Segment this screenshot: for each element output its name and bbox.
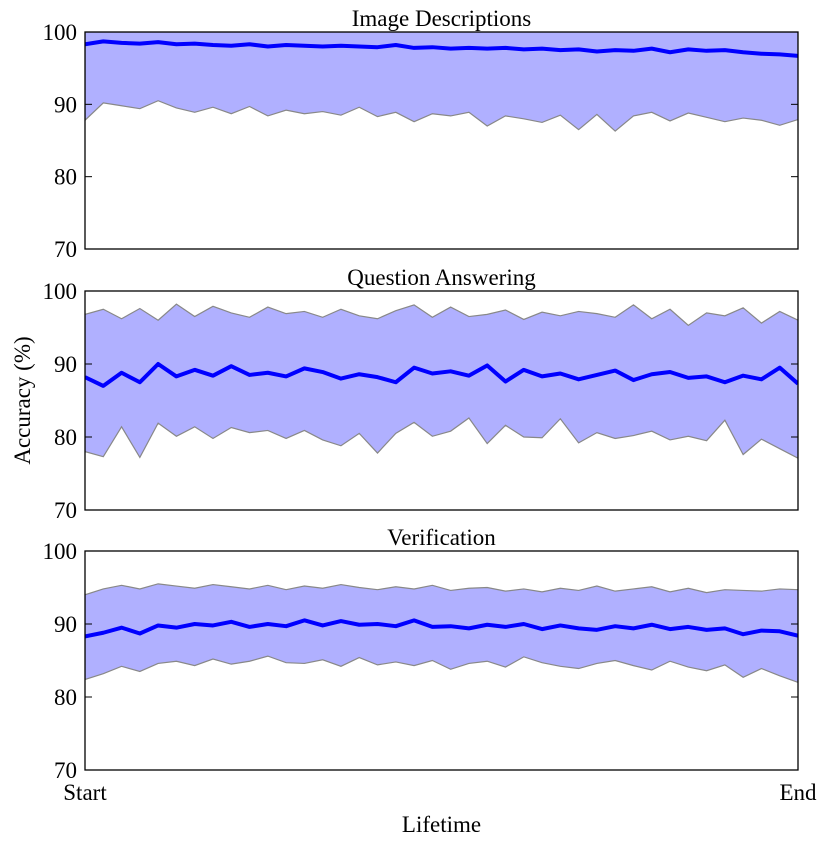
x-axis-label: Lifetime [402,812,481,837]
line [85,362,798,388]
axes-frame [84,31,799,250]
band [85,583,798,684]
line [85,39,798,58]
y-tick-label: 80 [54,685,77,710]
y-tick-label: 90 [54,612,77,637]
chart-title: Question Answering [347,265,536,290]
y-tick-label: 90 [54,92,77,117]
y-tick-label: 100 [43,279,78,304]
plot [85,303,798,459]
y-tick-label: 100 [43,539,78,564]
chart-title: Image Descriptions [352,6,532,31]
axes-frame [84,290,799,511]
y-tick-label: 70 [54,758,77,783]
band [85,303,798,459]
plot [85,32,798,132]
y-tick-label: 90 [54,352,77,377]
y-tick-label: 80 [54,165,77,190]
y-tick-label: 70 [54,498,77,523]
plot [85,583,798,684]
chart-title: Verification [387,525,496,550]
y-tick-label: 100 [43,20,78,45]
x-tick-label: Start [63,780,107,805]
axes-frame [84,550,799,771]
x-tick-label: End [779,780,817,805]
line [85,618,798,639]
y-axis-label: Accuracy (%) [10,336,35,464]
band [85,32,798,132]
y-tick-label: 80 [54,425,77,450]
y-tick-label: 70 [54,237,77,262]
